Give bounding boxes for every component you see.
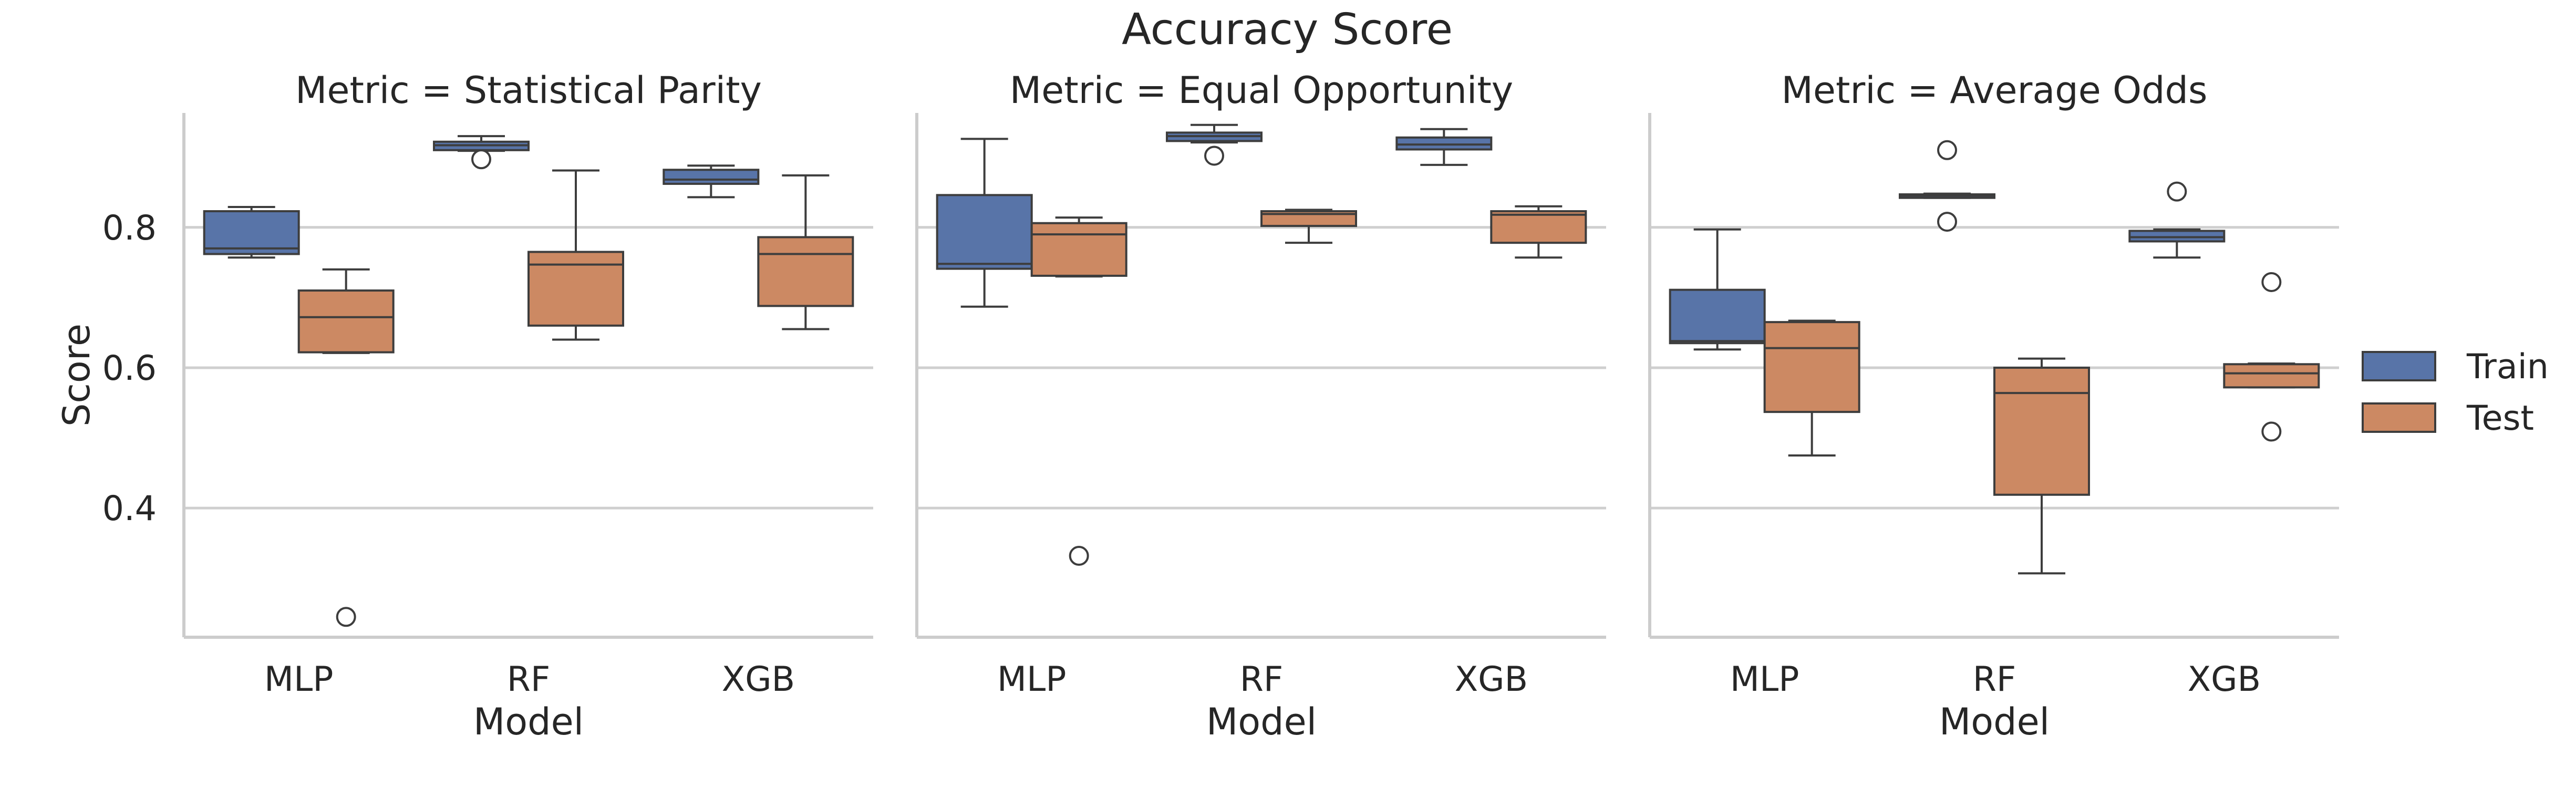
x-axis-label: Model — [473, 700, 584, 743]
box-body — [1669, 288, 1766, 345]
box-xgb-train — [663, 164, 760, 199]
box-mlp-train — [203, 206, 300, 259]
outlier-point — [1069, 546, 1089, 566]
box-body — [663, 169, 760, 185]
panels: Metric = Statistical Parity MLP RF XGB Model… — [55, 69, 2339, 743]
figure-title: Accuracy Score — [1122, 5, 1453, 55]
x-tick-label: XGB — [1455, 660, 1528, 699]
box-rf-test — [527, 169, 624, 341]
outlier-point — [2261, 272, 2282, 292]
box-body — [1490, 210, 1587, 244]
box-rf-test — [1260, 209, 1357, 244]
box-mlp-test — [297, 268, 395, 627]
box-body — [1030, 222, 1127, 277]
panel-title: Metric = Average Odds — [1782, 69, 2208, 112]
box-body — [527, 251, 624, 327]
outlier-point — [2167, 181, 2187, 202]
box-xgb-test — [2223, 272, 2320, 442]
x-tick-label: MLP — [1730, 660, 1799, 699]
legend: Train Test — [2362, 347, 2549, 438]
box-body — [936, 194, 1033, 270]
legend-item-train: Train — [2362, 347, 2549, 387]
box-body — [203, 210, 300, 255]
box-xgb-train — [2128, 181, 2226, 259]
x-tick-label: RF — [507, 660, 551, 699]
x-tick-label: MLP — [997, 660, 1067, 699]
legend-label: Test — [2466, 399, 2534, 438]
box-rf-test — [1993, 357, 2090, 575]
y-tick-label: 0.8 — [102, 209, 157, 248]
box-xgb-test — [757, 174, 854, 330]
box-body — [757, 236, 854, 307]
panel-1: Metric = Statistical Parity MLP RF XGB Model… — [55, 69, 873, 743]
box-rf-train — [1166, 123, 1263, 166]
outlier-point — [471, 149, 491, 170]
y-axis-label: Score — [55, 324, 98, 427]
x-axis-label: Model — [1206, 700, 1317, 743]
box-mlp-train — [936, 138, 1033, 308]
x-tick-label: MLP — [264, 660, 334, 699]
outlier-point — [1937, 140, 1957, 160]
panel-title: Metric = Statistical Parity — [295, 69, 762, 112]
y-tick-label: 0.4 — [102, 489, 157, 528]
box-body — [1395, 136, 1493, 151]
panel-title: Metric = Equal Opportunity — [1010, 69, 1513, 112]
box-xgb-test — [1490, 205, 1587, 259]
outlier-point — [1937, 212, 1957, 232]
box-body — [2223, 363, 2320, 389]
box-body — [1763, 321, 1860, 413]
legend-label: Train — [2466, 347, 2549, 387]
box-rf-train — [433, 135, 530, 170]
box-body — [1993, 366, 2090, 496]
outlier-point — [336, 607, 356, 627]
box-mlp-test — [1763, 319, 1860, 457]
outlier-point — [2261, 421, 2282, 442]
legend-swatch — [2362, 351, 2436, 381]
box-rf-train — [1899, 140, 1995, 232]
y-tick-label: 0.6 — [102, 349, 157, 388]
box-body — [2128, 230, 2226, 243]
x-tick-label: RF — [1973, 660, 2016, 699]
panel-2: Metric = Equal Opportunity MLP RF XGB Model — [915, 69, 1606, 743]
x-tick-label: XGB — [722, 660, 795, 699]
outlier-point — [1204, 146, 1224, 166]
x-tick-label: XGB — [2188, 660, 2261, 699]
legend-item-test: Test — [2362, 399, 2534, 438]
box-mlp-train — [1669, 228, 1766, 351]
x-axis-label: Model — [1939, 700, 2050, 743]
x-tick-label: RF — [1240, 660, 1284, 699]
legend-swatch — [2362, 402, 2436, 433]
panel-3: Metric = Average Odds MLP RF XGB Model — [1648, 69, 2339, 743]
box-body — [297, 289, 395, 354]
box-mlp-test — [1030, 216, 1127, 566]
box-xgb-train — [1395, 128, 1493, 166]
